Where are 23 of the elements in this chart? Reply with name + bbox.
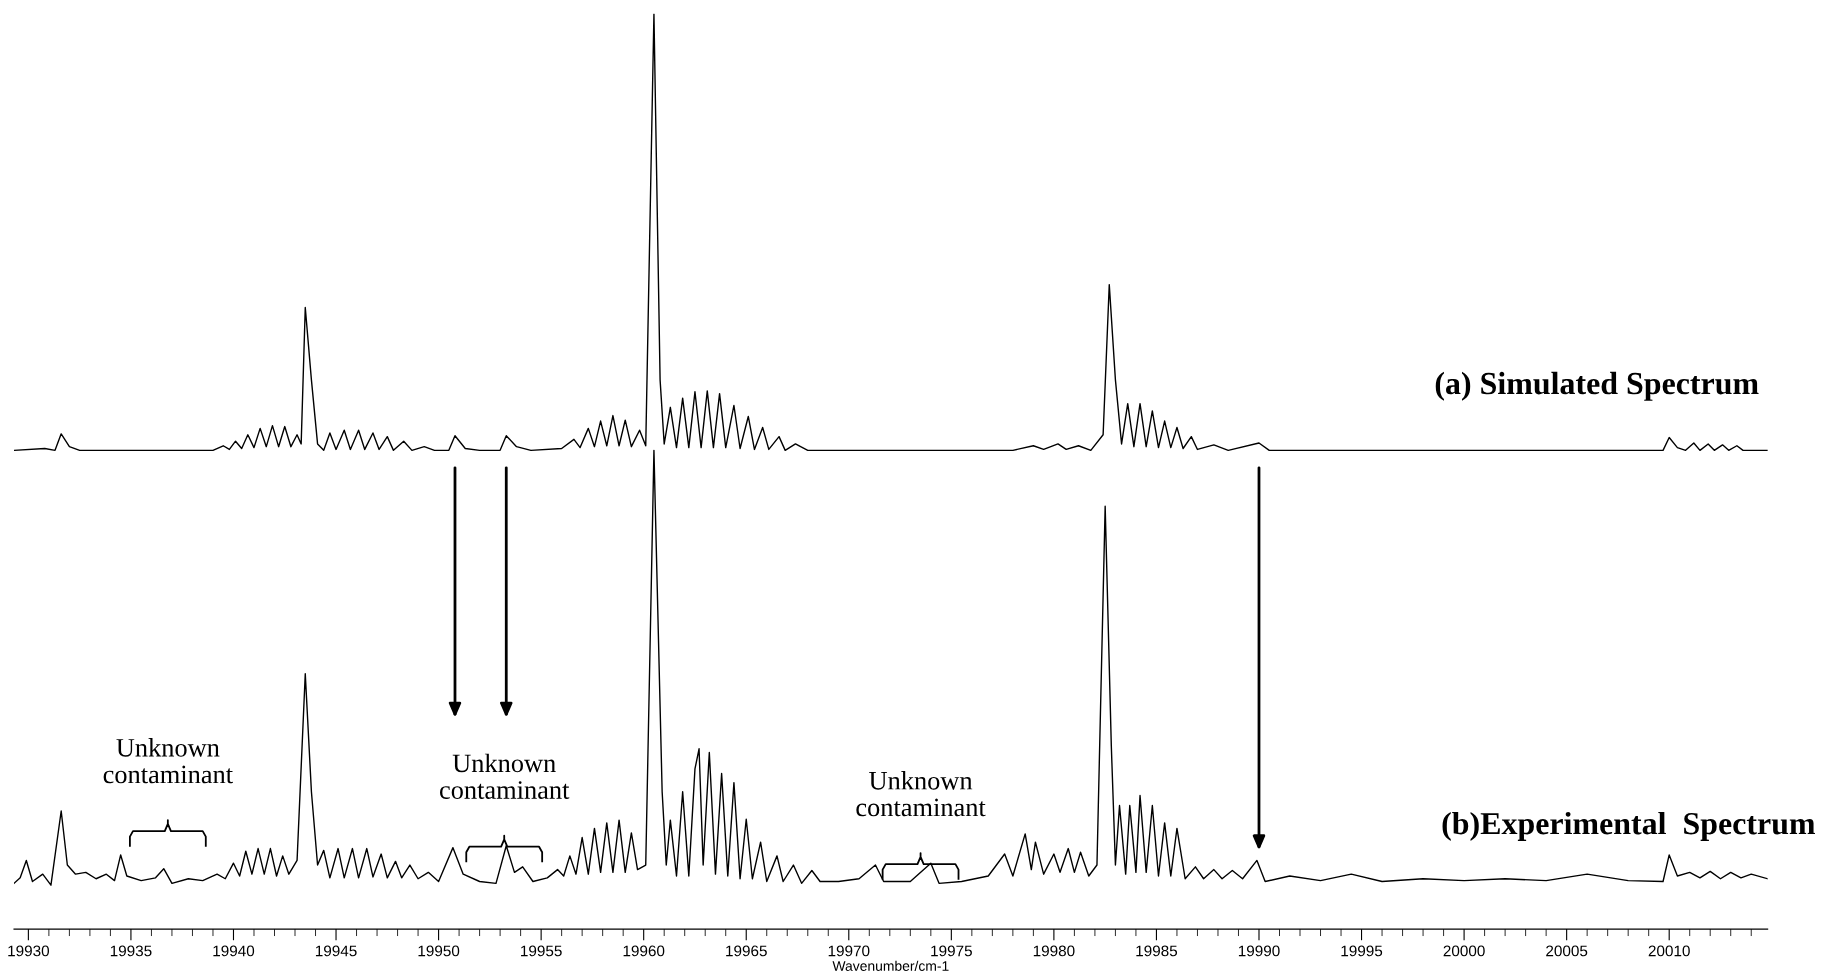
annotation: Unknown contaminant: [440, 753, 570, 799]
x-tick-label: 19935: [110, 945, 152, 957]
x-tick-label: 19955: [521, 945, 562, 957]
x-tick-label: 19970: [828, 945, 870, 957]
x-tick-label: 19940: [213, 945, 255, 957]
x-tick-label: 19975: [931, 945, 972, 957]
x-tick-label: 19985: [1136, 945, 1178, 957]
x-tick-label: 19990: [1238, 945, 1280, 957]
x-tick-label: 19950: [418, 945, 460, 957]
series-label: (b)Experimental Spectrum: [1442, 811, 1815, 841]
x-axis-title: Wavenumber/cm-1: [832, 960, 949, 971]
x-tick-label: 20010: [1648, 945, 1690, 957]
x-tick-label: 19995: [1341, 945, 1383, 957]
x-tick-label: 19960: [623, 945, 665, 957]
x-tick-label: 20000: [1443, 945, 1485, 957]
x-tick-label: 19980: [1033, 945, 1075, 957]
x-tick-label: 19965: [726, 945, 767, 957]
series-label: (a) Simulated Spectrum: [1435, 371, 1759, 401]
annotation: Unknown contaminant: [103, 738, 233, 784]
x-tick-label: 20005: [1546, 945, 1588, 957]
x-tick-label: 19930: [8, 945, 50, 957]
x-tick-label: 19945: [315, 945, 357, 957]
annotation: Unknown contaminant: [856, 771, 986, 817]
